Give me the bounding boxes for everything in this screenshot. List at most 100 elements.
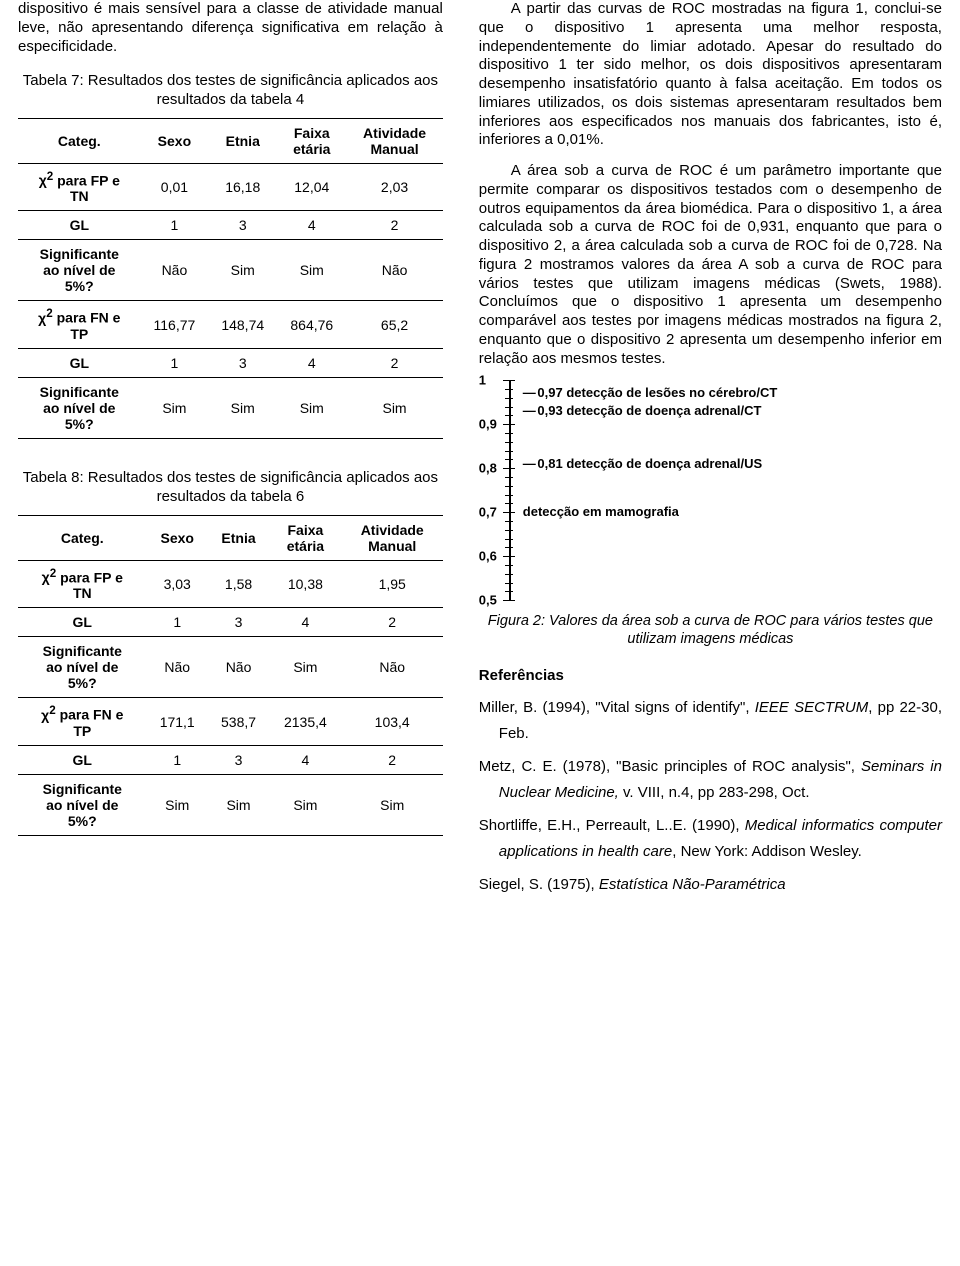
table-cell: 10,38 (269, 560, 341, 608)
table-cell: Sim (147, 774, 208, 835)
table-cell: 3 (208, 608, 269, 637)
reference-item: Metz, C. E. (1978), "Basic principles of… (479, 754, 942, 805)
table-cell: Não (342, 637, 443, 698)
minor-tick (505, 574, 513, 575)
table-cell: 16,18 (208, 163, 277, 211)
minor-tick (505, 547, 513, 548)
row-label: 2 para FP eTN (18, 163, 141, 211)
right-column: A partir das curvas de ROC mostradas na … (461, 0, 960, 906)
table-cell: 0,01 (141, 163, 209, 211)
table-cell: 2,03 (346, 163, 442, 211)
row-label: 2 para FN eTP (18, 301, 141, 349)
reference-item: Shortliffe, E.H., Perreault, L..E. (1990… (479, 813, 942, 864)
minor-tick (505, 389, 513, 390)
table-cell: Sim (141, 378, 209, 439)
major-tick (503, 556, 515, 557)
row-label: Significanteao nível de5%? (18, 378, 141, 439)
table-cell: 3 (208, 211, 277, 240)
table-cell: Sim (346, 378, 442, 439)
roc-area-chart: 10,90,80,70,60,5— 0,97 detecção de lesõe… (509, 380, 942, 600)
table-cell: 4 (269, 608, 341, 637)
major-tick (503, 600, 515, 601)
minor-tick (505, 503, 513, 504)
minor-tick (505, 442, 513, 443)
minor-tick (505, 415, 513, 416)
table-cell: Sim (208, 774, 269, 835)
table-cell: 1,58 (208, 560, 269, 608)
minor-tick (505, 539, 513, 540)
reference-item: Siegel, S. (1975), Estatística Não-Param… (479, 872, 942, 898)
minor-tick (505, 451, 513, 452)
table-cell: 12,04 (277, 163, 346, 211)
col-header: Faixaetária (269, 515, 341, 560)
reference-item: Miller, B. (1994), "Vital signs of ident… (479, 695, 942, 746)
table-cell: Sim (277, 240, 346, 301)
minor-tick (505, 521, 513, 522)
row-label: GL (18, 349, 141, 378)
table-cell: 1 (147, 745, 208, 774)
table-cell: 1 (147, 608, 208, 637)
major-tick (503, 512, 515, 513)
col-header: AtividadeManual (346, 118, 442, 163)
row-label: GL (18, 608, 147, 637)
row-label: 2 para FP eTN (18, 560, 147, 608)
intro-paragraph: dispositivo é mais sensível para a class… (18, 0, 443, 56)
table-cell: Não (141, 240, 209, 301)
table-cell: Não (147, 637, 208, 698)
minor-tick (505, 565, 513, 566)
minor-tick (505, 477, 513, 478)
y-tick-label: 0,6 (479, 549, 497, 564)
chart-annotation: — 0,97 detecção de lesões no cérebro/CT (523, 385, 778, 400)
table-cell: 2 (346, 349, 442, 378)
table-cell: 2 (342, 745, 443, 774)
table7-caption: Tabela 7: Resultados dos testes de signi… (18, 72, 443, 110)
references-list: Miller, B. (1994), "Vital signs of ident… (479, 695, 942, 898)
table7: Categ.SexoEtniaFaixaetáriaAtividadeManua… (18, 118, 443, 439)
right-paragraph-2: A área sob a curva de ROC é um parâmetro… (479, 162, 942, 368)
table-cell: 538,7 (208, 698, 269, 746)
table-cell: Sim (208, 378, 277, 439)
table-cell: Não (346, 240, 442, 301)
row-label: Significanteao nível de5%? (18, 637, 147, 698)
y-axis (509, 380, 511, 600)
table-cell: 3 (208, 745, 269, 774)
chart-annotation: — 0,93 detecção de doença adrenal/CT (523, 403, 762, 418)
table-cell: 1 (141, 211, 209, 240)
major-tick (503, 380, 515, 381)
col-header: AtividadeManual (342, 515, 443, 560)
right-paragraph-1: A partir das curvas de ROC mostradas na … (479, 0, 942, 150)
col-header: Etnia (208, 118, 277, 163)
col-header: Etnia (208, 515, 269, 560)
table-cell: 4 (277, 349, 346, 378)
table-cell: 4 (277, 211, 346, 240)
major-tick (503, 468, 515, 469)
minor-tick (505, 407, 513, 408)
table-cell: Sim (342, 774, 443, 835)
row-label: Significanteao nível de5%? (18, 774, 147, 835)
table-cell: 2 (346, 211, 442, 240)
table-cell: 148,74 (208, 301, 277, 349)
table-cell: Sim (277, 378, 346, 439)
table-cell: 3,03 (147, 560, 208, 608)
minor-tick (505, 530, 513, 531)
table-cell: 171,1 (147, 698, 208, 746)
table-cell: Sim (208, 240, 277, 301)
col-header: Faixaetária (277, 118, 346, 163)
minor-tick (505, 459, 513, 460)
table-cell: 65,2 (346, 301, 442, 349)
table-cell: Não (208, 637, 269, 698)
figure2-caption: Figura 2: Valores da área sob a curva de… (479, 612, 942, 648)
table-cell: 2 (342, 608, 443, 637)
table8-caption: Tabela 8: Resultados dos testes de signi… (18, 469, 443, 507)
references-heading: Referências (479, 667, 942, 686)
chart-annotation: — 0,81 detecção de doença adrenal/US (523, 456, 762, 471)
table-cell: 864,76 (277, 301, 346, 349)
col-header: Sexo (147, 515, 208, 560)
table-cell: 1 (141, 349, 209, 378)
table-cell: 1,95 (342, 560, 443, 608)
table-cell: 116,77 (141, 301, 209, 349)
minor-tick (505, 486, 513, 487)
table-cell: Sim (269, 637, 341, 698)
table8: Categ.SexoEtniaFaixaetáriaAtividadeManua… (18, 515, 443, 836)
table-cell: Sim (269, 774, 341, 835)
